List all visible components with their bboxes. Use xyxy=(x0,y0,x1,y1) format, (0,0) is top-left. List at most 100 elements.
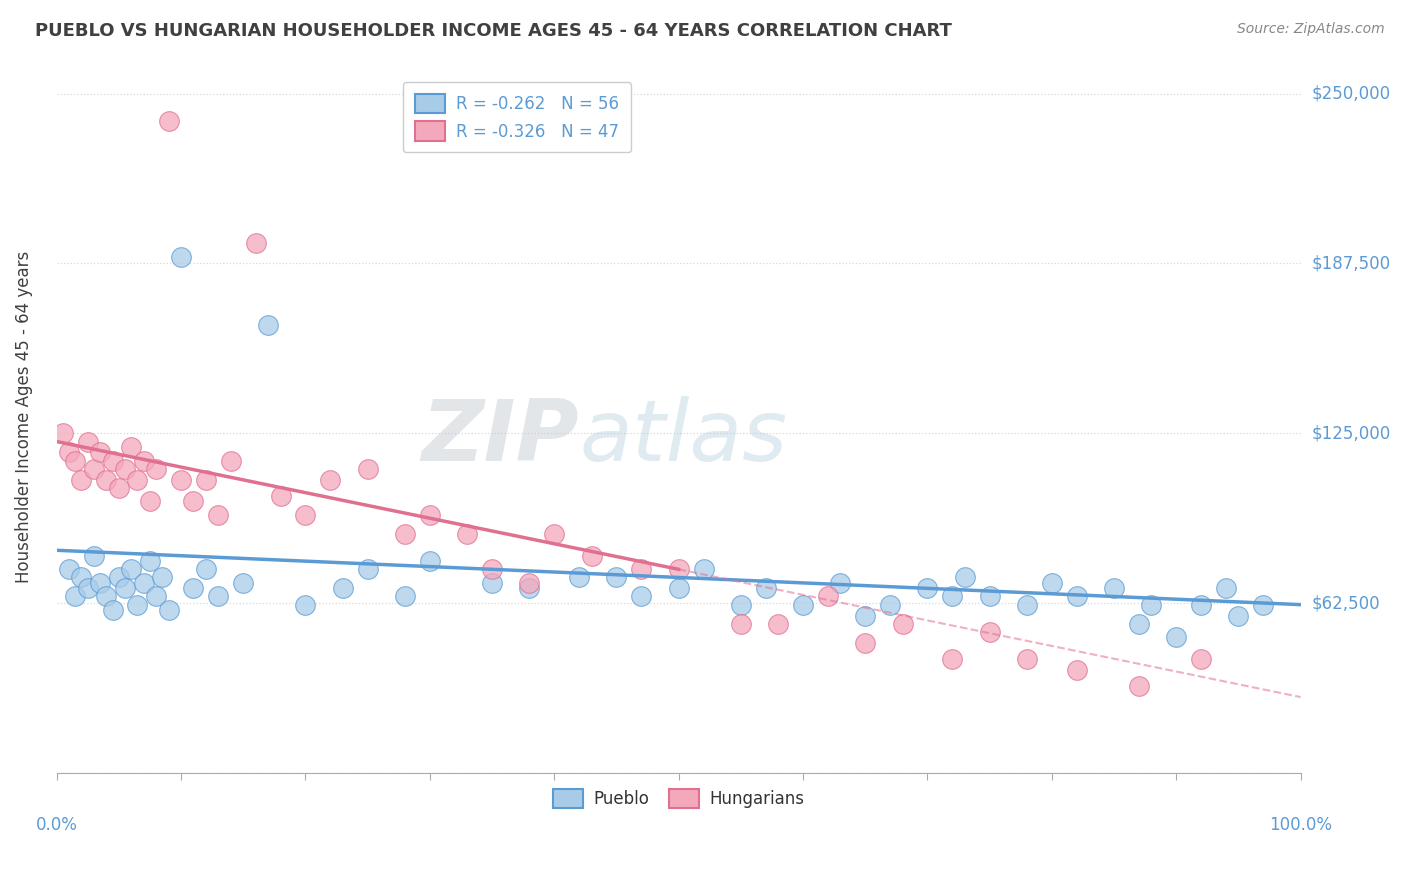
Point xyxy=(114,461,136,475)
Point xyxy=(419,508,441,522)
Point xyxy=(792,598,814,612)
Point xyxy=(891,616,914,631)
Point xyxy=(58,562,80,576)
Point xyxy=(83,549,105,563)
Text: 100.0%: 100.0% xyxy=(1270,816,1331,834)
Text: atlas: atlas xyxy=(579,396,787,479)
Point xyxy=(65,453,87,467)
Point xyxy=(356,461,378,475)
Point xyxy=(481,575,503,590)
Text: Source: ZipAtlas.com: Source: ZipAtlas.com xyxy=(1237,22,1385,37)
Point xyxy=(517,582,540,596)
Point xyxy=(96,590,118,604)
Point xyxy=(1015,598,1038,612)
Point xyxy=(76,582,98,596)
Point xyxy=(730,598,752,612)
Point xyxy=(979,590,1001,604)
Point xyxy=(1189,598,1212,612)
Point xyxy=(70,570,93,584)
Point xyxy=(1166,630,1188,644)
Point xyxy=(145,461,167,475)
Point xyxy=(1102,582,1125,596)
Point xyxy=(941,590,963,604)
Point xyxy=(127,598,149,612)
Point xyxy=(1015,652,1038,666)
Point xyxy=(170,473,193,487)
Point xyxy=(132,453,155,467)
Point xyxy=(319,473,342,487)
Point xyxy=(183,582,205,596)
Point xyxy=(332,582,354,596)
Point xyxy=(114,582,136,596)
Point xyxy=(194,473,217,487)
Point xyxy=(65,590,87,604)
Point xyxy=(481,562,503,576)
Text: $187,500: $187,500 xyxy=(1312,254,1391,272)
Point xyxy=(270,489,292,503)
Text: PUEBLO VS HUNGARIAN HOUSEHOLDER INCOME AGES 45 - 64 YEARS CORRELATION CHART: PUEBLO VS HUNGARIAN HOUSEHOLDER INCOME A… xyxy=(35,22,952,40)
Point xyxy=(630,562,652,576)
Point xyxy=(1128,679,1150,693)
Point xyxy=(668,562,690,576)
Point xyxy=(207,508,229,522)
Point xyxy=(853,636,876,650)
Text: $125,000: $125,000 xyxy=(1312,425,1391,442)
Point xyxy=(89,445,111,459)
Point xyxy=(953,570,976,584)
Point xyxy=(101,453,124,467)
Point xyxy=(52,426,75,441)
Point xyxy=(157,113,180,128)
Point xyxy=(257,318,280,332)
Point xyxy=(1215,582,1237,596)
Point xyxy=(755,582,778,596)
Point xyxy=(1066,663,1088,677)
Point xyxy=(157,603,180,617)
Point xyxy=(232,575,254,590)
Text: $62,500: $62,500 xyxy=(1312,594,1381,612)
Point xyxy=(1253,598,1275,612)
Point xyxy=(76,434,98,449)
Point xyxy=(139,494,162,508)
Point xyxy=(730,616,752,631)
Legend: Pueblo, Hungarians: Pueblo, Hungarians xyxy=(547,782,811,814)
Text: 0.0%: 0.0% xyxy=(35,816,77,834)
Point xyxy=(419,554,441,568)
Point xyxy=(294,598,316,612)
Point xyxy=(692,562,714,576)
Point xyxy=(917,582,939,596)
Point xyxy=(89,575,111,590)
Point xyxy=(668,582,690,596)
Point xyxy=(394,590,416,604)
Point xyxy=(517,575,540,590)
Point xyxy=(817,590,839,604)
Point xyxy=(605,570,627,584)
Point xyxy=(101,603,124,617)
Point xyxy=(108,570,131,584)
Point xyxy=(150,570,173,584)
Point xyxy=(394,527,416,541)
Point xyxy=(356,562,378,576)
Point xyxy=(70,473,93,487)
Point xyxy=(120,440,142,454)
Point xyxy=(766,616,789,631)
Point xyxy=(120,562,142,576)
Point xyxy=(1040,575,1063,590)
Point xyxy=(139,554,162,568)
Text: ZIP: ZIP xyxy=(422,396,579,479)
Point xyxy=(245,236,267,251)
Point xyxy=(127,473,149,487)
Point xyxy=(83,461,105,475)
Point xyxy=(879,598,901,612)
Text: $250,000: $250,000 xyxy=(1312,85,1391,103)
Y-axis label: Householder Income Ages 45 - 64 years: Householder Income Ages 45 - 64 years xyxy=(15,251,32,582)
Point xyxy=(456,527,478,541)
Point xyxy=(132,575,155,590)
Point xyxy=(581,549,603,563)
Point xyxy=(207,590,229,604)
Point xyxy=(1140,598,1163,612)
Point xyxy=(543,527,565,541)
Point xyxy=(58,445,80,459)
Point xyxy=(96,473,118,487)
Point xyxy=(170,250,193,264)
Point xyxy=(853,608,876,623)
